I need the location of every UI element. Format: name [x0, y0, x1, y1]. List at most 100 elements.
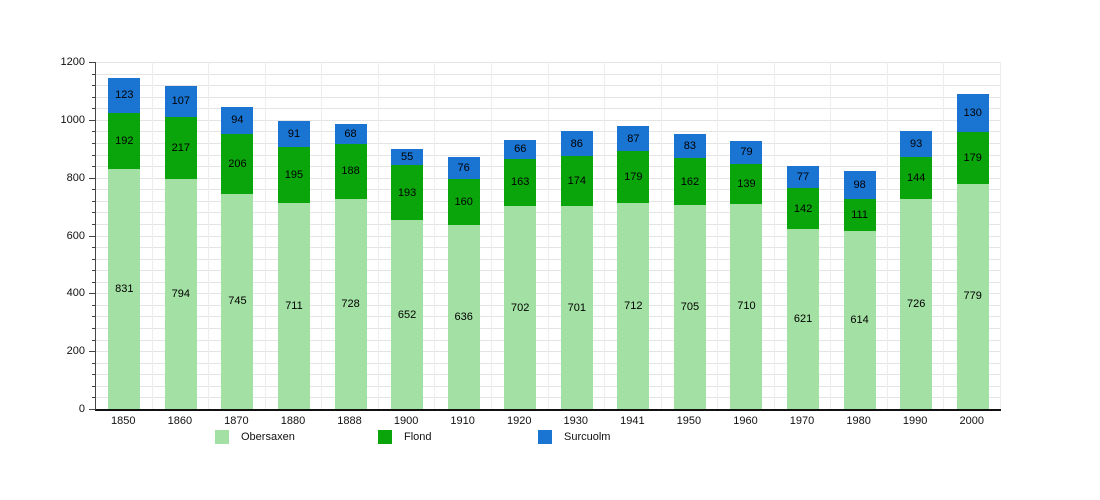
- bar-segment-value-label: 162: [680, 175, 700, 188]
- bar-segment-value-label: 139: [737, 177, 756, 190]
- stacked-bar: 726 144 93: [900, 130, 933, 409]
- y-axis-tick: [92, 131, 95, 133]
- bar-segment-value-label: 794: [171, 288, 191, 301]
- bar-segment-value-label: 614: [850, 314, 869, 327]
- y-axis-tick: [92, 258, 95, 260]
- v-gridline: [773, 62, 775, 409]
- v-gridline: [604, 62, 606, 409]
- bar-segment-value-label: 174: [567, 175, 586, 188]
- bar-segment-surcuolm: 94: [221, 106, 254, 135]
- y-axis-tick: [92, 96, 95, 98]
- bar-segment-surcuolm: 66: [504, 139, 537, 159]
- h-gridline: [96, 328, 1001, 330]
- y-axis-tick: [92, 212, 95, 214]
- x-axis-tick-label: 1910: [450, 415, 475, 427]
- x-axis-tick-label: 1930: [563, 415, 589, 427]
- bar-segment-flond: 142: [787, 188, 820, 230]
- x-axis-tick-label: 1990: [902, 415, 928, 427]
- bar-segment-value-label: 779: [963, 290, 982, 303]
- stacked-bar: 614 111 98: [843, 171, 876, 409]
- h-gridline: [96, 316, 1001, 318]
- bar-segment-value-label: 111: [851, 209, 868, 222]
- stacked-bar: 636 160 76: [447, 156, 480, 409]
- h-gridline: [96, 189, 1001, 191]
- h-gridline: [96, 339, 1001, 341]
- y-axis-tick: [92, 108, 95, 110]
- bar-segment-obersaxen: 636: [447, 225, 480, 409]
- h-gridline: [96, 177, 1001, 179]
- h-gridline: [96, 108, 1001, 110]
- bar-segment-value-label: 179: [624, 171, 643, 184]
- bar-segment-flond: 160: [447, 178, 480, 226]
- h-gridline: [96, 247, 1001, 249]
- bar-segment-obersaxen: 702: [504, 206, 537, 409]
- v-gridline: [830, 62, 832, 409]
- bar-segment-surcuolm: 86: [560, 131, 593, 156]
- y-axis-tick-label: 1000: [60, 113, 85, 126]
- bar-segment-obersaxen: 701: [560, 206, 593, 409]
- x-axis-tick-label: 1850: [111, 415, 136, 427]
- bar-segment-value-label: 86: [570, 137, 583, 150]
- bar-segment-surcuolm: 98: [843, 171, 876, 200]
- legend-item-surcuolm: Surcuolm: [538, 430, 610, 444]
- bar-segment-value-label: 87: [627, 132, 640, 145]
- v-gridline: [434, 62, 436, 409]
- bar-segment-value-label: 621: [793, 313, 813, 326]
- y-axis-tick-label: 800: [66, 171, 85, 184]
- y-axis-tick: [92, 154, 95, 156]
- y-axis-tick: [92, 304, 95, 306]
- bar-segment-value-label: 217: [171, 142, 191, 155]
- bar-segment-surcuolm: 93: [900, 130, 933, 158]
- bar-segment-value-label: 701: [567, 301, 586, 314]
- v-gridline: [886, 62, 888, 409]
- v-gridline: [1000, 62, 1001, 409]
- y-axis-tick-label: 0: [78, 403, 85, 415]
- y-axis-tick: [92, 374, 95, 376]
- y-axis-tick: [92, 316, 95, 318]
- bar-segment-flond: 217: [164, 116, 197, 180]
- bar-segment-flond: 193: [391, 164, 424, 221]
- y-axis-tick: [92, 142, 95, 144]
- bar-segment-obersaxen: 711: [277, 203, 310, 409]
- stacked-bar: 745 206 94: [221, 106, 254, 409]
- h-gridline: [96, 200, 1001, 202]
- bar-segment-value-label: 144: [906, 172, 926, 185]
- bar-segment-obersaxen: 621: [787, 229, 820, 409]
- legend-item-flond: Flond: [378, 430, 432, 444]
- y-axis-tick: [92, 270, 95, 272]
- v-gridline: [264, 62, 266, 409]
- bar-segment-surcuolm: 123: [108, 77, 141, 114]
- x-axis-tick-label: 1941: [620, 415, 645, 427]
- stacked-bar: 621 142 77: [787, 166, 820, 409]
- h-gridline: [96, 154, 1001, 156]
- x-axis-tick-label: 1880: [280, 415, 306, 427]
- h-gridline: [96, 85, 1001, 87]
- y-axis-tick: [92, 339, 95, 341]
- bar-segment-value-label: 83: [683, 140, 697, 153]
- v-gridline: [490, 62, 492, 409]
- bar-segment-obersaxen: 712: [617, 203, 650, 409]
- bar-segment-value-label: 77: [796, 171, 810, 184]
- bar-segment-value-label: 188: [341, 165, 360, 178]
- h-gridline: [96, 304, 1001, 306]
- y-axis-tick: [89, 293, 95, 295]
- bar-segment-value-label: 195: [284, 169, 304, 182]
- h-gridline: [96, 374, 1001, 376]
- bar-segment-surcuolm: 107: [164, 85, 197, 117]
- x-axis-tick-label: 1920: [506, 415, 532, 427]
- x-axis-tick-label: 1888: [337, 415, 362, 427]
- y-axis-tick-label: 400: [66, 287, 85, 300]
- h-gridline: [96, 223, 1001, 225]
- y-axis-tick: [89, 177, 95, 179]
- bar-segment-flond: 163: [504, 158, 537, 207]
- bar-segment-obersaxen: 652: [391, 220, 424, 409]
- h-gridline: [96, 270, 1001, 272]
- bar-segment-value-label: 79: [740, 146, 753, 159]
- v-gridline: [321, 62, 323, 409]
- bar-segment-value-label: 142: [793, 202, 813, 215]
- stacked-bar: 711 195 91: [277, 120, 310, 409]
- bar-segment-flond: 188: [334, 144, 367, 199]
- v-gridline: [151, 62, 153, 409]
- bar-segment-value-label: 728: [341, 297, 360, 310]
- y-axis-tick: [92, 200, 95, 202]
